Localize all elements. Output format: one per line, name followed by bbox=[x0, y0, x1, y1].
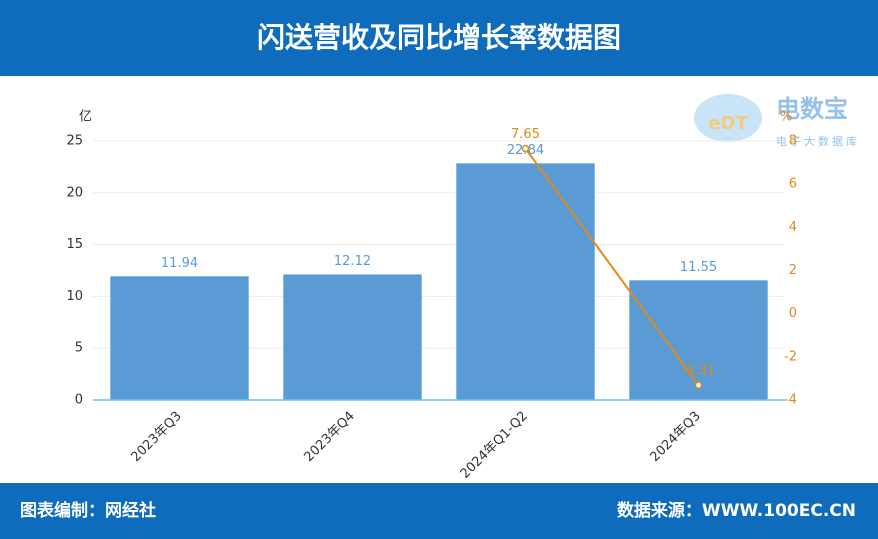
logo-cloud bbox=[694, 94, 762, 142]
y2-tick-label: 0 bbox=[789, 306, 797, 321]
footer-right: 数据来源：WWW.100EC.CN bbox=[617, 500, 856, 521]
line-value-label: 7.65 bbox=[511, 127, 540, 142]
footer-left: 图表编制：网经社 bbox=[20, 500, 156, 521]
bar bbox=[456, 163, 595, 400]
y2-tick-label: 4 bbox=[789, 220, 797, 235]
line bbox=[524, 147, 700, 386]
bar bbox=[110, 276, 249, 400]
bar bbox=[629, 280, 768, 400]
y-tick-label: 20 bbox=[66, 185, 83, 200]
line-point bbox=[694, 381, 703, 389]
logo-name: 电数宝 bbox=[776, 95, 848, 123]
y2-axis-label: % bbox=[780, 110, 792, 125]
line-value-label: -3.31 bbox=[682, 364, 716, 379]
y2-tick-label: 2 bbox=[789, 263, 797, 278]
header-band bbox=[0, 0, 878, 76]
logo: eDT 电数宝 电子大数据库 bbox=[694, 94, 860, 148]
bar-value-label: 11.55 bbox=[680, 260, 717, 275]
logo-mark: eDT bbox=[708, 113, 748, 134]
line-point bbox=[521, 144, 530, 153]
y-tick-label: 25 bbox=[66, 134, 83, 149]
y-tick-label: 15 bbox=[66, 237, 83, 252]
y-tick-label: 5 bbox=[75, 341, 83, 356]
footer-band bbox=[0, 483, 878, 539]
y2-tick-label: 6 bbox=[789, 177, 797, 192]
y2-tick-label: -4 bbox=[784, 393, 797, 408]
y-tick-label: 0 bbox=[75, 393, 83, 408]
title: 闪送营收及同比增长率数据图 bbox=[257, 21, 621, 54]
y-tick-label: 10 bbox=[66, 289, 83, 304]
y-axis-label: 亿 bbox=[79, 110, 92, 125]
y2-tick-label: 8 bbox=[789, 134, 797, 149]
bar bbox=[283, 274, 422, 400]
logo-subtitle: 电子大数据库 bbox=[776, 134, 860, 148]
y2-tick-label: -2 bbox=[784, 349, 797, 364]
bar-value-label: 12.12 bbox=[334, 254, 371, 269]
bar-value-label: 11.94 bbox=[161, 256, 198, 271]
